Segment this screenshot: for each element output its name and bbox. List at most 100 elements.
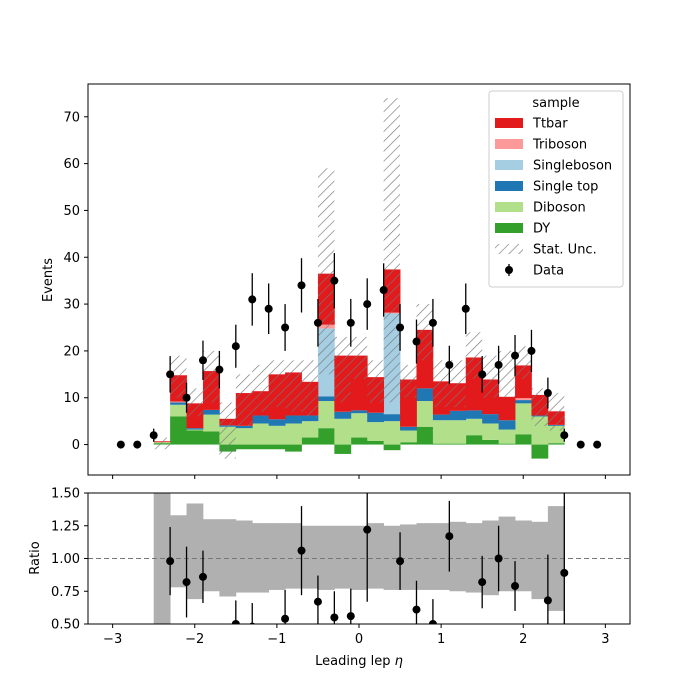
bar-single-top-20 [482,414,500,424]
legend-swatch-dy [495,223,523,233]
ratio-point-16 [494,554,503,563]
data-point-15 [363,300,372,309]
bar-diboson-21 [498,429,516,444]
bar-diboson-17 [432,420,450,444]
ratio-x-axis: −3 −2 −1 0 1 2 3 [103,624,610,647]
ratio-point-2 [198,572,207,581]
main-y-axis: 0 10 20 30 40 50 60 70 [63,110,88,453]
bar-dy-3 [202,431,220,445]
bar-ttbar-21 [498,396,516,421]
bar-dy-23 [531,444,549,459]
stat-unc-band-0 [153,437,171,450]
bar-dy-24 [547,443,565,445]
ratio-point-10 [363,525,372,534]
main-plot-area [116,98,602,459]
ratio-xtick-label-2: −1 [267,632,286,647]
bar-dy-7 [268,444,286,450]
ratio-xtick-label-4: 1 [437,632,445,647]
main-ytick-label-1: 10 [63,391,80,406]
data-point-8 [248,295,257,304]
ratio-plot-area [88,493,630,624]
ratio-unc-band-4 [219,519,237,597]
bar-diboson-8 [285,423,302,445]
ratio-point-0 [166,557,175,566]
ratio-point-11 [396,557,405,566]
ratio-ytick-label-0: 0.50 [51,618,80,633]
bar-dy-5 [235,444,253,450]
legend-label-data: Data [533,264,564,279]
legend-swatch-ttbar [495,118,523,128]
bar-diboson-18 [449,420,467,444]
bar-dy-2 [186,430,204,445]
bar-single-top-1 [170,402,187,405]
ratio-point-12 [412,605,421,614]
bar-single-top-21 [498,420,516,430]
bar-diboson-19 [465,418,483,436]
x-axis-label: Leading lep η [315,654,403,669]
ratio-xtick-label-3: 0 [355,632,363,647]
data-point-16 [379,286,388,295]
legend: sample Ttbar Triboson Singleboson Single top… [488,90,624,288]
ratio-point-1 [182,578,191,587]
legend-label-single-top: Single top [533,180,598,195]
bar-diboson-13 [367,422,385,441]
bar-dy-19 [465,435,483,445]
stat-unc-band-24 [547,393,565,431]
ratio-point-5 [281,614,290,623]
ratio-y-axis: 0.50 0.75 1.00 1.25 1.50 [51,487,88,633]
bar-diboson-20 [482,423,500,440]
ratio-point-17 [511,582,520,591]
bar-triboson-22 [515,398,532,401]
main-ytick-label-3: 30 [63,298,80,313]
bar-dy-11 [334,444,352,454]
data-point-29 [593,440,602,449]
bar-diboson-6 [252,423,270,445]
data-point-6 [215,365,224,374]
ratio-unc-band-20 [482,520,500,596]
stat-unc-band-8 [285,360,302,412]
bar-dy-21 [498,443,516,445]
bar-dy-22 [515,434,532,445]
stat-unc-band-9 [301,360,318,417]
bar-dy-9 [301,437,319,445]
legend-swatch-single-top [495,181,523,191]
main-y-axis-label: Events [41,258,56,302]
ratio-unc-band-22 [515,520,532,592]
legend-swatch-diboson [495,202,523,212]
stat-unc-band-16 [416,304,433,361]
bar-single-top-8 [285,415,302,424]
ratio-point-18 [543,596,552,605]
bar-single-top-17 [432,414,450,421]
bar-single-top-16 [416,388,434,402]
main-ytick-label-7: 70 [63,110,80,125]
data-point-2 [149,431,158,440]
bar-diboson-16 [416,401,434,427]
ratio-unc-band-1 [170,515,187,588]
main-x-axis [112,475,606,479]
legend-label-ttbar: Ttbar [532,117,568,132]
data-point-4 [182,393,191,402]
ratio-xtick-label-6: 3 [601,632,609,647]
data-point-25 [527,346,536,355]
ratio-xtick-label-1: −2 [185,632,204,647]
legend-label-dy: DY [533,222,550,237]
data-point-0 [116,440,125,449]
stat-unc-band-6 [252,364,269,412]
x-axis-label-eta: η [395,654,403,669]
bar-diboson-2 [186,429,204,431]
bar-diboson-9 [301,421,319,438]
bar-dy-12 [350,437,368,445]
ratio-point-7 [313,597,322,606]
bar-single-top-7 [268,419,286,426]
ratio-unc-band-8 [285,523,302,589]
ratio-ytick-label-1: 0.75 [51,585,80,600]
bar-diboson-11 [334,418,352,445]
stat-unc-band-23 [531,388,548,426]
data-point-26 [543,389,552,398]
ratio-unc-band-16 [416,523,434,590]
ratio-ytick-label-2: 1.00 [51,552,80,567]
ratio-unc-band-3 [202,519,220,592]
data-point-27 [560,431,569,440]
legend-swatch-stat-unc- [495,244,523,254]
bar-diboson-22 [515,403,532,435]
